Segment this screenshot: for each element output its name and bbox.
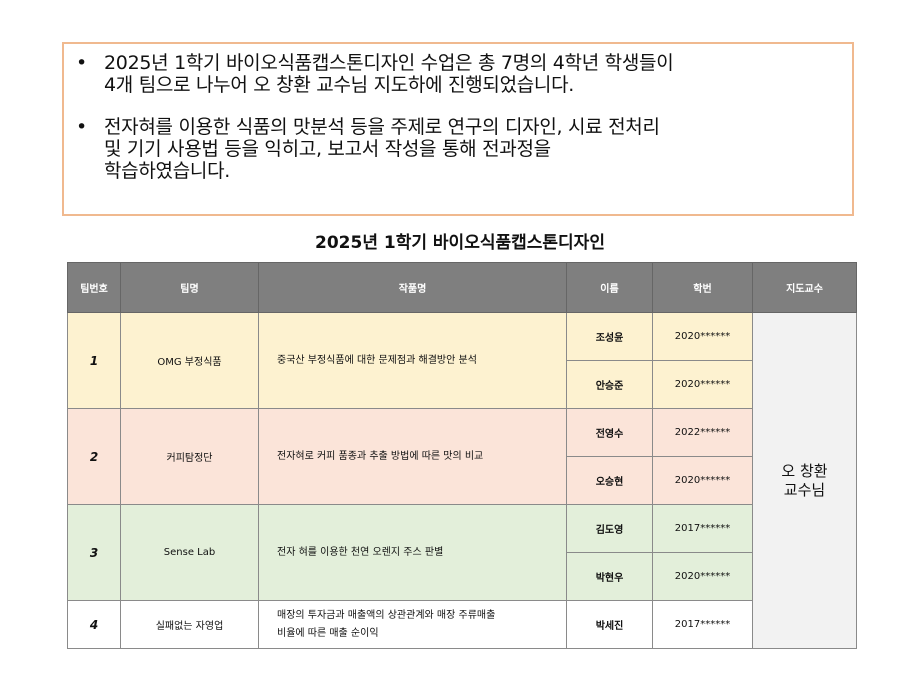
header-name: 이름	[566, 262, 653, 313]
student-id: 2017******	[652, 504, 753, 553]
bullet-line: 2025년 1학기 바이오식품캡스톤디자인 수업은 총 7명의 4학년 학생들이	[104, 52, 674, 74]
team-table: 팀번호 팀명 작품명 이름 학번 지도교수 1 OMG 부정식품 중국산 부정식…	[67, 262, 857, 649]
member-name: 전영수	[566, 408, 653, 457]
table-title: 2025년 1학기 바이오식품캡스톤디자인	[315, 233, 605, 253]
work-title: 중국산 부정식품에 대한 문제점과 해결방안 분석	[258, 312, 567, 409]
work-title-line: 매장의 투자금과 매출액의 상관관계와 매장 주류매출	[277, 609, 496, 621]
bullet-icon: •	[76, 52, 87, 74]
student-id: 2022******	[652, 408, 753, 457]
student-id: 2020******	[652, 312, 753, 361]
bullet-line: 4개 팀으로 나누어 오 창환 교수님 지도하에 진행되었습니다.	[104, 74, 575, 96]
team-number: 4	[67, 600, 121, 649]
table-row: 1 OMG 부정식품 중국산 부정식품에 대한 문제점과 해결방안 분석 조성윤…	[67, 312, 857, 649]
student-id: 2020******	[652, 552, 753, 601]
work-title: 매장의 투자금과 매출액의 상관관계와 매장 주류매출 비율에 따른 매출 순이…	[258, 600, 567, 649]
team-name: 커피탐정단	[120, 408, 259, 505]
bullet-icon: •	[76, 116, 87, 138]
member-name: 박세진	[566, 600, 653, 649]
student-id: 2017******	[652, 600, 753, 649]
table-row: 4 실패없는 자영업 매장의 투자금과 매출액의 상관관계와 매장 주류매출 비…	[67, 600, 857, 649]
advisor-name: 오 창환	[781, 461, 828, 480]
student-id: 2020******	[652, 360, 753, 409]
team-name: Sense Lab	[120, 504, 259, 601]
team-name: 실패없는 자영업	[120, 600, 259, 649]
bullet-line: 학습하였습니다.	[104, 160, 231, 182]
member-name: 조성윤	[566, 312, 653, 361]
header-team-name: 팀명	[120, 262, 259, 313]
header-advisor: 지도교수	[752, 262, 857, 313]
team-name: OMG 부정식품	[120, 312, 259, 409]
table-row: 안승준 2020******	[68, 360, 857, 409]
table-row: 2 커피탐정단 전자혀로 커피 품종과 추출 방법에 따른 맛의 비교 전영수 …	[67, 408, 857, 505]
table-row: 오승현 2020******	[68, 456, 857, 505]
student-id: 2020******	[652, 456, 753, 505]
table-row: 박현우 2020******	[68, 552, 857, 601]
intro-bullet: • 2025년 1학기 바이오식품캡스톤디자인 수업은 총 7명의 4학년 학생…	[74, 52, 842, 96]
member-name: 오승현	[566, 456, 653, 505]
header-row: 팀번호 팀명 작품명 이름 학번 지도교수	[67, 262, 857, 313]
team-number: 3	[67, 504, 121, 601]
table-row: 3 Sense Lab 전자 혀를 이용한 천연 오렌지 주스 판별 김도영 2…	[67, 504, 857, 601]
intro-bullet: • 전자혀를 이용한 식품의 맛분석 등을 주제로 연구의 디자인, 시료 전처…	[74, 116, 842, 182]
member-name: 김도영	[566, 504, 653, 553]
member-name: 박현우	[566, 552, 653, 601]
advisor-cell: 오 창환 교수님	[752, 312, 857, 649]
intro-box: • 2025년 1학기 바이오식품캡스톤디자인 수업은 총 7명의 4학년 학생…	[62, 42, 854, 216]
team-number: 1	[67, 312, 121, 409]
bullet-line: 및 기기 사용법 등을 익히고, 보고서 작성을 통해 전과정을	[104, 138, 551, 160]
work-title: 전자혀로 커피 품종과 추출 방법에 따른 맛의 비교	[258, 408, 567, 505]
member-name: 안승준	[566, 360, 653, 409]
work-title-line: 비율에 따른 매출 순이익	[277, 627, 379, 639]
bullet-line: 전자혀를 이용한 식품의 맛분석 등을 주제로 연구의 디자인, 시료 전처리	[104, 116, 660, 138]
header-work-title: 작품명	[258, 262, 567, 313]
team-number: 2	[67, 408, 121, 505]
header-student-id: 학번	[652, 262, 753, 313]
advisor-title: 교수님	[783, 480, 826, 499]
work-title: 전자 혀를 이용한 천연 오렌지 주스 판별	[258, 504, 567, 601]
header-team-number: 팀번호	[67, 262, 121, 313]
